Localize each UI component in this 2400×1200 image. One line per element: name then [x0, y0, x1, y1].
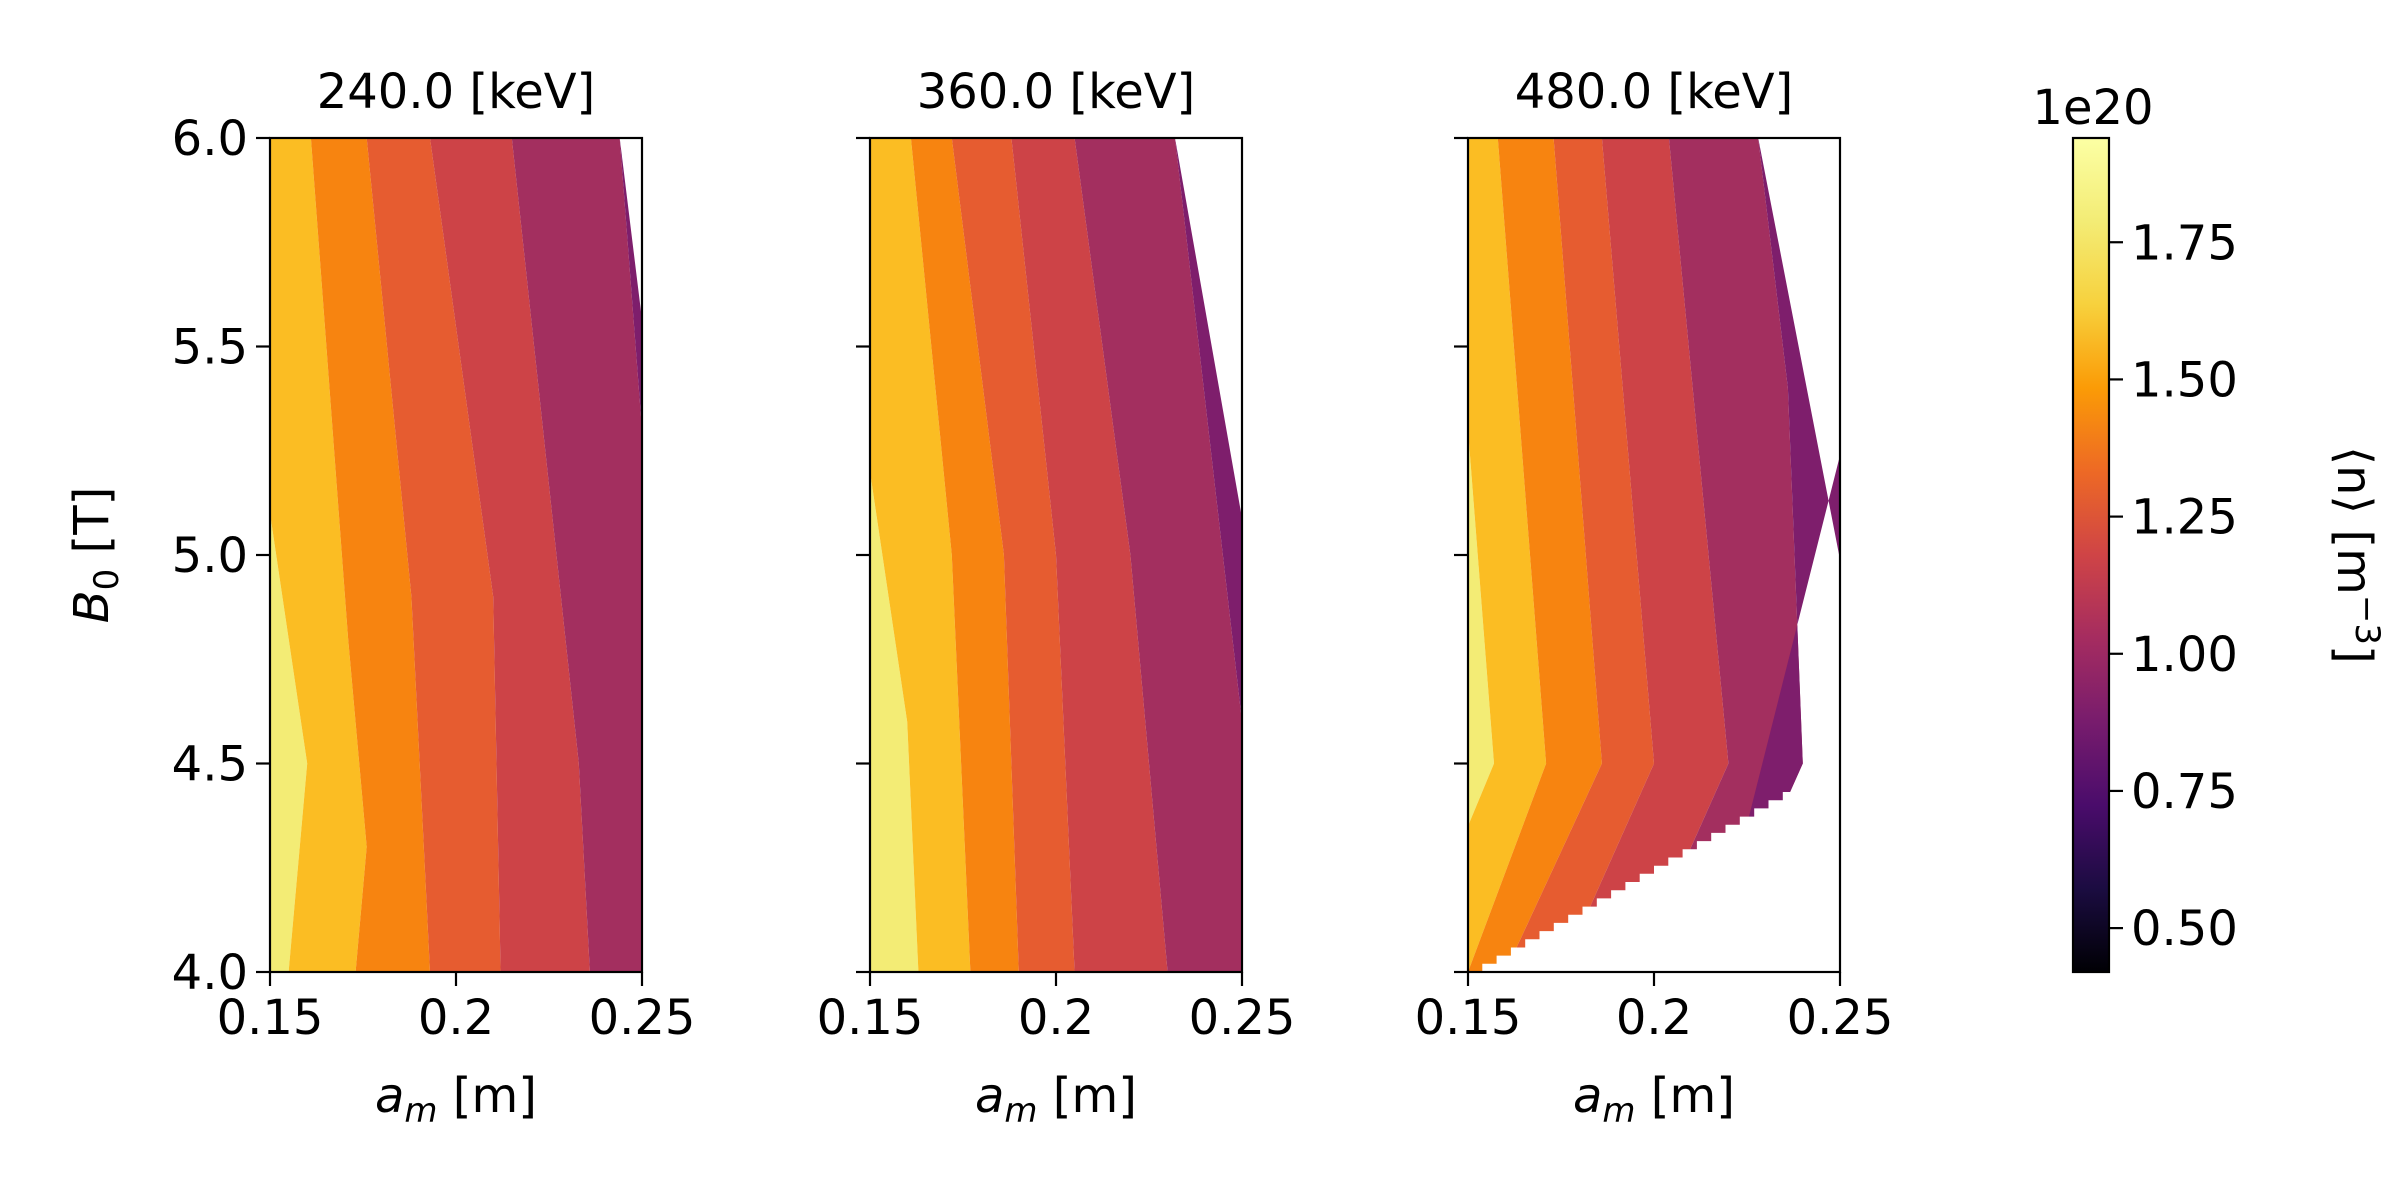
- colorbar-tick-label: 0.75: [2131, 764, 2238, 820]
- contour-band-2: [870, 138, 971, 972]
- contour-band-3: [310, 138, 430, 972]
- contour-band-1: [870, 138, 919, 972]
- x-tick-label: 0.2: [418, 990, 494, 1046]
- colorbar-frame: [2071, 136, 2111, 974]
- colorbar-multiplier: 1e20: [2032, 80, 2153, 136]
- x-axis-label: am [m]: [1573, 1068, 1735, 1131]
- contour-fills: [270, 138, 642, 972]
- contour-band-1: [1468, 138, 1494, 972]
- contour-band-2: [270, 138, 367, 972]
- colorbar-tick-label: 1.25: [2131, 490, 2238, 546]
- panel-title: 360.0 [keV]: [917, 64, 1196, 120]
- y-axis-label: B0 [T]: [64, 487, 127, 624]
- contour-band-5: [430, 138, 590, 972]
- contour-band-3: [910, 138, 1019, 972]
- colorbar-label: ⟨n⟩ [m−3]: [2326, 446, 2387, 663]
- contour-band-2: [1468, 138, 1547, 972]
- y-tick-label: 5.0: [172, 528, 248, 584]
- y-tick-label: 6.0: [172, 111, 248, 167]
- contour-panel-3: 480.0 [keV] 0.15 0.2 0.25 am [m]: [1415, 64, 1894, 1131]
- colorbar-tick-label: 1.00: [2131, 627, 2238, 683]
- y-tick-label: 5.5: [172, 320, 248, 376]
- contour-band-4: [951, 138, 1075, 972]
- contour-panel-1: 240.0 [keV] 4.0 4.5 5.0 5.5 6.0 0.15 0.2 0.25 am …: [64, 64, 696, 1131]
- contour-band-7: [619, 138, 642, 430]
- contour-band-3: [1468, 138, 1602, 972]
- contour-fills: [1468, 138, 1840, 972]
- x-axis-label: am [m]: [975, 1068, 1137, 1131]
- x-tick-label: 0.2: [1616, 990, 1692, 1046]
- contour-band-7: [1175, 138, 1242, 722]
- x-tick-label: 0.15: [817, 990, 924, 1046]
- invalid-region-mask: [1468, 759, 1840, 972]
- contour-band-6: [1635, 138, 1803, 972]
- colorbar: 0.50 0.75 1.00 1.25 1.50 1.75 1e20 ⟨n⟩ [m−3]: [2032, 80, 2387, 974]
- x-tick-label: 0.2: [1018, 990, 1094, 1046]
- contour-band-1: [270, 138, 308, 972]
- y-tick-label: 4.0: [172, 945, 248, 1001]
- contour-fills: [870, 138, 1242, 972]
- x-tick-label: 0.25: [1787, 990, 1894, 1046]
- contour-band-5: [1011, 138, 1168, 972]
- x-axis-label: am [m]: [375, 1068, 537, 1131]
- contour-panel-2: 360.0 [keV] 0.15 0.2 0.25 am [m]: [817, 64, 1296, 1131]
- y-tick-label: 4.5: [172, 737, 248, 793]
- x-tick-label: 0.15: [217, 990, 324, 1046]
- panel-title: 480.0 [keV]: [1515, 64, 1794, 120]
- contour-band-6: [1074, 138, 1242, 972]
- x-tick-label: 0.25: [589, 990, 696, 1046]
- contour-band-5: [1561, 138, 1729, 972]
- x-tick-label: 0.25: [1189, 990, 1296, 1046]
- contour-band-4: [366, 138, 501, 972]
- colorbar-tick-label: 0.50: [2131, 901, 2238, 957]
- colorbar-tick-label: 1.50: [2131, 352, 2238, 408]
- panel-title: 240.0 [keV]: [317, 64, 596, 120]
- contour-band-6: [511, 138, 642, 972]
- x-tick-label: 0.15: [1415, 990, 1522, 1046]
- contour-band-4: [1505, 138, 1654, 972]
- colorbar-tick-label: 1.75: [2131, 215, 2238, 271]
- colorbar-gradient: [2073, 138, 2109, 972]
